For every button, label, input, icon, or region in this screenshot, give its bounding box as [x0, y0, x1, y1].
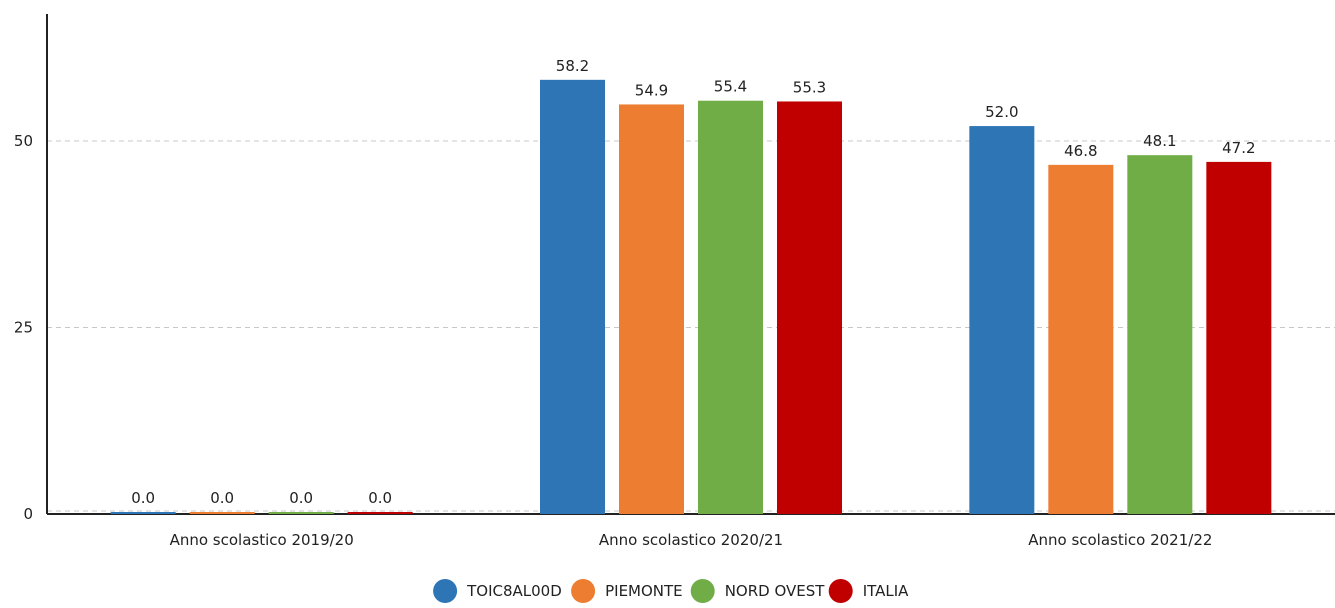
x-tick-label: Anno scolastico 2019/20 [170, 531, 354, 549]
bar [347, 512, 413, 514]
axis-layer: 0 25 50 Anno scolastico 2019/20 Anno scolast… [14, 14, 1335, 549]
data-label: 58.2 [556, 57, 589, 75]
bar-layer [110, 79, 1272, 515]
data-label: 52.0 [985, 103, 1018, 121]
x-tick-label: Anno scolastico 2021/22 [1028, 531, 1212, 549]
bar [189, 512, 255, 514]
x-tick-label: Anno scolastico 2020/21 [599, 531, 783, 549]
bar [619, 104, 684, 515]
bar [540, 79, 605, 514]
data-label: 0.0 [368, 489, 392, 507]
grid-layer [47, 140, 1335, 512]
bar [698, 100, 763, 514]
legend-label: PIEMONTE [605, 582, 683, 600]
legend-label: TOIC8AL00D [466, 582, 562, 600]
y-tick-label: 25 [14, 319, 33, 337]
bar [268, 512, 334, 514]
legend-swatch [828, 579, 853, 603]
bar [969, 126, 1035, 514]
legend-swatch [571, 579, 596, 603]
legend-label: NORD OVEST [725, 582, 826, 600]
bar [1127, 155, 1193, 514]
data-label: 55.4 [714, 78, 747, 96]
bar [1048, 164, 1114, 514]
legend-swatch [690, 579, 715, 603]
data-label: 55.3 [793, 78, 826, 96]
legend-swatch [433, 579, 458, 603]
y-tick-label: 50 [14, 132, 33, 150]
data-label: 0.0 [210, 489, 234, 507]
data-label: 46.8 [1064, 142, 1097, 160]
data-label: 54.9 [635, 81, 668, 99]
legend-item: TOIC8AL00D [433, 579, 562, 603]
legend: TOIC8AL00D PIEMONTE NORD OVEST ITALIA [433, 579, 909, 603]
legend-item: ITALIA [828, 579, 909, 603]
data-label: 0.0 [131, 489, 155, 507]
bar [777, 101, 842, 514]
label-layer: 0.0 0.0 0.0 0.0 58.2 54.9 55.4 55.3 52.0 46.8 48.1… [131, 57, 1255, 507]
data-label: 48.1 [1143, 132, 1176, 150]
legend-item: NORD OVEST [690, 579, 826, 603]
legend-label: ITALIA [863, 582, 909, 600]
y-tick-label: 0 [23, 505, 33, 523]
bar [1206, 161, 1272, 514]
bar [110, 512, 176, 514]
data-label: 0.0 [289, 489, 313, 507]
legend-item: PIEMONTE [571, 579, 683, 603]
data-label: 47.2 [1222, 139, 1255, 157]
